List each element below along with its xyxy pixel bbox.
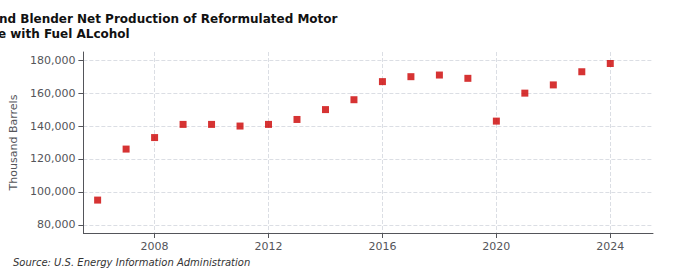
svg-text:2016: 2016 — [368, 240, 396, 253]
svg-text:Gasoline with Fuel ALcohol: Gasoline with Fuel ALcohol — [0, 27, 130, 41]
svg-text:Thousand Barrels: Thousand Barrels — [7, 94, 20, 191]
svg-text:100,000: 100,000 — [30, 185, 76, 198]
svg-text:2012: 2012 — [255, 240, 283, 253]
svg-text:160,000: 160,000 — [30, 87, 76, 100]
svg-text:Annual Gulf Coast (PADD 3) Ref: Annual Gulf Coast (PADD 3) Refinery and … — [0, 12, 338, 26]
svg-text:2020: 2020 — [482, 240, 510, 253]
svg-text:2008: 2008 — [141, 240, 169, 253]
svg-text:140,000: 140,000 — [30, 120, 76, 133]
svg-text:180,000: 180,000 — [30, 54, 76, 67]
svg-text:120,000: 120,000 — [30, 152, 76, 165]
svg-text:Source: U.S. Energy Informatio: Source: U.S. Energy Information Administ… — [13, 257, 250, 268]
svg-text:2024: 2024 — [596, 240, 624, 253]
svg-text:80,000: 80,000 — [37, 218, 76, 231]
